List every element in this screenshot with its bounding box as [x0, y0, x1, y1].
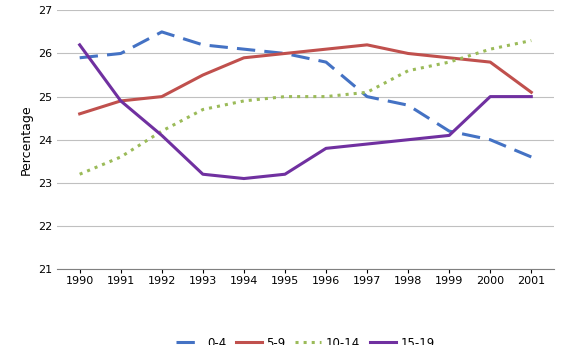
Line: 0-4: 0-4 — [80, 32, 531, 157]
15-19 — [282, 172, 288, 176]
Line: 5-9: 5-9 — [80, 45, 531, 114]
15-19 — [77, 43, 83, 47]
Line: 15-19: 15-19 — [80, 45, 531, 178]
15-19 — [405, 138, 412, 142]
5-9 — [323, 47, 329, 51]
0-4 — [405, 103, 412, 107]
0-4 — [158, 30, 165, 34]
15-19 — [364, 142, 371, 146]
10-14 — [364, 90, 371, 95]
10-14 — [487, 47, 494, 51]
10-14 — [199, 108, 206, 112]
10-14 — [528, 39, 534, 43]
10-14 — [77, 172, 83, 176]
5-9 — [528, 90, 534, 95]
10-14 — [405, 69, 412, 73]
5-9 — [117, 99, 124, 103]
15-19 — [117, 99, 124, 103]
15-19 — [240, 176, 247, 180]
0-4 — [77, 56, 83, 60]
5-9 — [364, 43, 371, 47]
5-9 — [77, 112, 83, 116]
10-14 — [158, 129, 165, 133]
5-9 — [158, 95, 165, 99]
0-4 — [117, 51, 124, 56]
0-4 — [323, 60, 329, 64]
5-9 — [240, 56, 247, 60]
10-14 — [117, 155, 124, 159]
Legend: 0-4, 5-9, 10-14, 15-19: 0-4, 5-9, 10-14, 15-19 — [172, 332, 439, 345]
0-4 — [282, 51, 288, 56]
15-19 — [487, 95, 494, 99]
5-9 — [199, 73, 206, 77]
15-19 — [323, 146, 329, 150]
5-9 — [282, 51, 288, 56]
0-4 — [240, 47, 247, 51]
0-4 — [199, 43, 206, 47]
Line: 10-14: 10-14 — [80, 41, 531, 174]
0-4 — [487, 138, 494, 142]
Y-axis label: Percentage: Percentage — [19, 105, 33, 175]
15-19 — [446, 134, 453, 138]
0-4 — [364, 95, 371, 99]
5-9 — [446, 56, 453, 60]
15-19 — [199, 172, 206, 176]
5-9 — [487, 60, 494, 64]
0-4 — [446, 129, 453, 133]
10-14 — [446, 60, 453, 64]
15-19 — [528, 95, 534, 99]
10-14 — [323, 95, 329, 99]
10-14 — [240, 99, 247, 103]
0-4 — [528, 155, 534, 159]
10-14 — [282, 95, 288, 99]
15-19 — [158, 134, 165, 138]
5-9 — [405, 51, 412, 56]
